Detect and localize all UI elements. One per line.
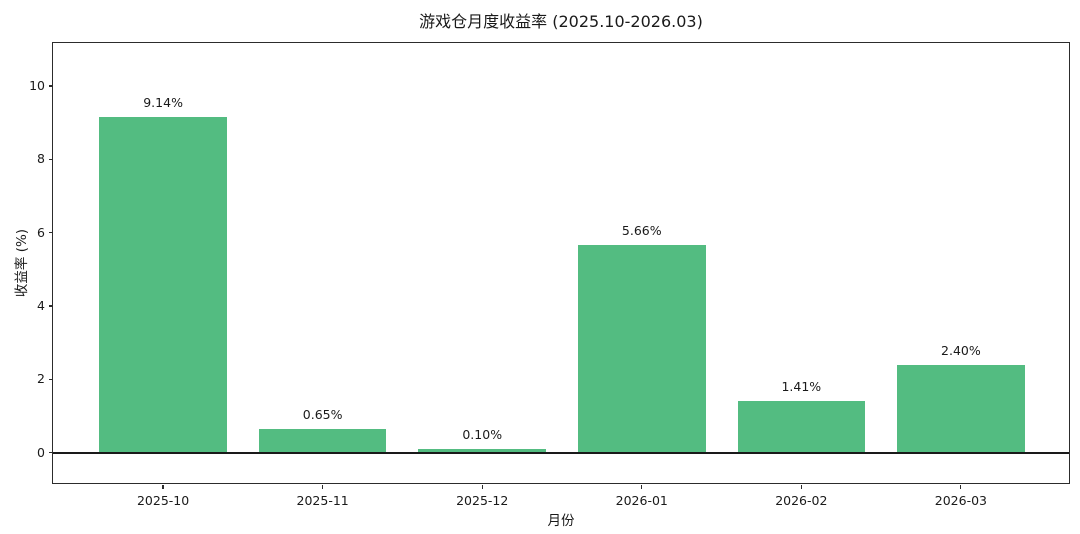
y-tick-4: [49, 305, 53, 307]
x-tick-label-2026-02: 2026-02: [775, 493, 828, 508]
y-tick-label-6: 6: [37, 224, 45, 240]
bar-value-label-2026-03: 2.40%: [941, 342, 981, 358]
y-tick-2: [49, 378, 53, 380]
x-tick-2025-12: [481, 485, 483, 489]
x-tick-label-2025-10: 2025-10: [136, 493, 190, 508]
y-tick-label-0: 0: [37, 444, 45, 460]
bar-2025-11: [258, 428, 387, 453]
y-tick-6: [49, 232, 53, 234]
zero-line: [53, 452, 1069, 454]
x-tick-2026-01: [641, 485, 643, 489]
x-tick-label-2025-12: 2025-12: [456, 493, 509, 508]
y-tick-8: [49, 158, 53, 160]
bar-value-label-2026-02: 1.41%: [781, 379, 822, 394]
bar-value-label-2025-12: 0.10%: [462, 427, 503, 443]
x-tick-label-2025-11: 2025-11: [296, 493, 349, 508]
y-axis-label: 收益率 (%): [14, 228, 30, 298]
chart-title: 游戏仓月度收益率 (2025.10-2026.03): [419, 12, 703, 31]
x-axis-label: 月份: [547, 513, 575, 529]
x-tick-label-2026-03: 2026-03: [934, 493, 987, 508]
bar-value-label-2025-10: 9.14%: [143, 95, 183, 111]
plot-area: 9.14% 2025-10 0.65% 2025-11 0.10% 2025-12 5.66…: [29, 42, 1070, 508]
bar-2026-01: [577, 245, 706, 453]
y-tick-10: [49, 85, 53, 87]
bar-value-label-2026-01: 5.66%: [621, 223, 662, 239]
x-tick-2025-11: [322, 485, 324, 489]
bar-2025-10: [99, 117, 227, 453]
bar-2026-02: [737, 401, 866, 453]
x-tick-2026-03: [960, 485, 962, 489]
bar-2026-03: [897, 364, 1025, 453]
x-tick-2026-02: [800, 485, 802, 489]
y-tick-label-4: 4: [37, 297, 45, 313]
x-tick-label-2026-01: 2026-01: [615, 493, 668, 508]
y-tick-0: [49, 452, 53, 454]
y-tick-label-8: 8: [37, 151, 45, 167]
x-tick-2025-10: [162, 485, 164, 489]
bar-value-label-2025-11: 0.65%: [302, 406, 343, 422]
y-tick-label-10: 10: [29, 77, 45, 93]
y-tick-label-2: 2: [37, 371, 45, 387]
bar-2025-12: [418, 449, 547, 453]
